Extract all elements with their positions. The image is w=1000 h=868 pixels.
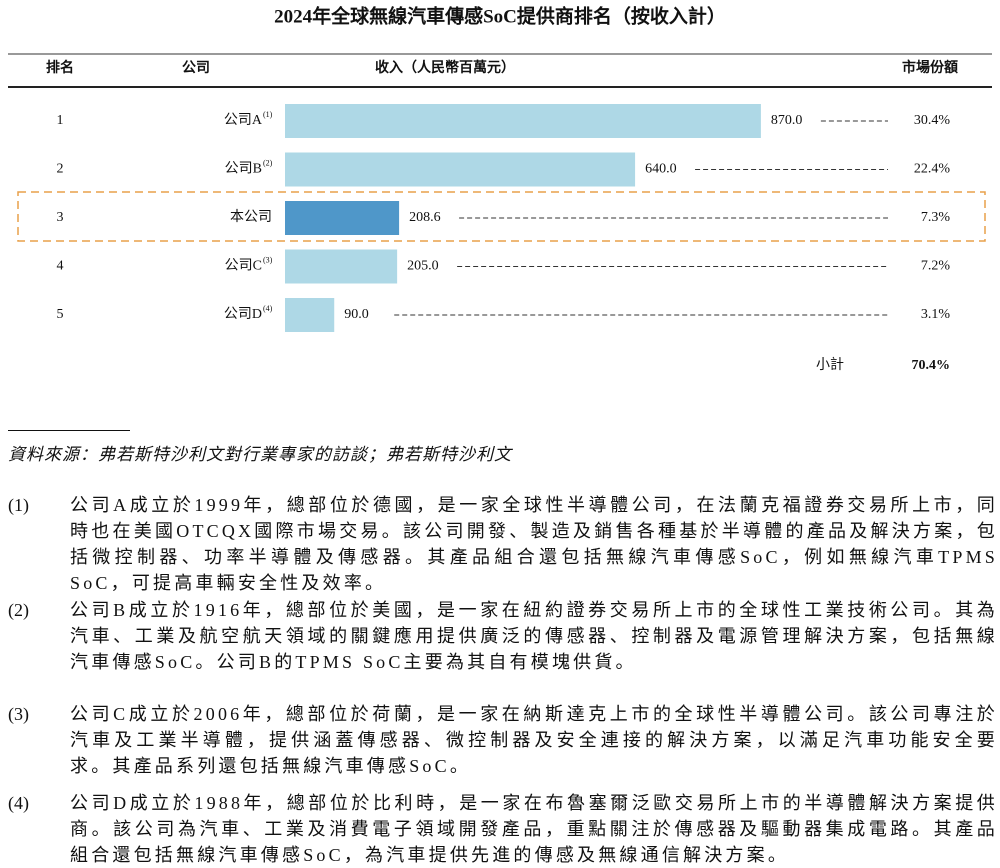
subtotal-label: 小計 bbox=[816, 357, 844, 373]
bar bbox=[285, 249, 398, 284]
value-label: 208.6 bbox=[409, 210, 441, 225]
highlight-box bbox=[17, 191, 986, 242]
footnote-ref: (3) bbox=[263, 255, 273, 264]
value-label: 640.0 bbox=[645, 162, 677, 177]
note: (1) 公司A成立於1999年，總部位於德國，是一家全球性半導體公司，在法蘭克福證… bbox=[8, 492, 998, 596]
bar bbox=[285, 298, 335, 332]
note-text: 公司A成立於1999年，總部位於德國，是一家全球性半導體公司，在法蘭克福證券交易… bbox=[70, 495, 998, 593]
note: (4) 公司D成立於1988年，總部位於比利時，是一家在布魯塞爾泛歐交易所上市的半… bbox=[8, 790, 998, 868]
rank: 1 bbox=[57, 113, 64, 128]
rank: 2 bbox=[57, 162, 64, 177]
note-marker: (2) bbox=[8, 600, 29, 620]
chart-title: 2024年全球無線汽車傳感SoC提供商排名（按收入計） bbox=[274, 4, 726, 27]
footnote-ref: (2) bbox=[263, 158, 273, 167]
source: 資料來源：弗若斯特沙利文對行業專家的訪談；弗若斯特沙利文 bbox=[8, 445, 512, 464]
chart: 2024年全球無線汽車傳感SoC提供商排名（按收入計） 排名 公司 收入（人民幣… bbox=[8, 4, 992, 373]
company: 公司C bbox=[225, 259, 262, 274]
share: 22.4% bbox=[914, 162, 951, 177]
rank: 4 bbox=[57, 259, 64, 274]
footnote-rule bbox=[8, 430, 130, 431]
company: 公司D bbox=[224, 307, 262, 322]
rank: 3 bbox=[57, 210, 64, 225]
subtotal-value: 70.4% bbox=[912, 358, 951, 373]
note-marker: (3) bbox=[8, 704, 29, 724]
note-marker: (4) bbox=[8, 793, 29, 813]
note-text: 公司B成立於1916年，總部位於美國，是一家在紐約證券交易所上市的全球性工業技術… bbox=[70, 600, 998, 672]
header: 排名 bbox=[46, 59, 74, 76]
company: 公司B bbox=[225, 162, 262, 177]
company: 公司A bbox=[224, 113, 263, 128]
header: 收入（人民幣百萬元） bbox=[375, 59, 515, 76]
company: 本公司 bbox=[230, 209, 272, 225]
share: 7.2% bbox=[921, 259, 951, 274]
footnote-ref: (1) bbox=[263, 110, 273, 119]
bar bbox=[285, 152, 636, 187]
note-marker: (1) bbox=[8, 495, 29, 515]
footnote-ref: (4) bbox=[263, 304, 273, 313]
rank: 5 bbox=[57, 307, 64, 322]
bar bbox=[285, 104, 761, 138]
header: 市場份額 bbox=[902, 59, 958, 76]
share: 3.1% bbox=[921, 307, 951, 322]
value-label: 205.0 bbox=[407, 259, 439, 274]
note: (3) 公司C成立於2006年，總部位於荷蘭，是一家在納斯達克上市的全球性半導體公… bbox=[8, 701, 998, 779]
value-label: 870.0 bbox=[771, 113, 803, 128]
note-text: 公司D成立於1988年，總部位於比利時，是一家在布魯塞爾泛歐交易所上市的半導體解… bbox=[70, 793, 998, 865]
note-text: 公司C成立於2006年，總部位於荷蘭，是一家在納斯達克上市的全球性半導體公司。該… bbox=[70, 704, 998, 776]
note: (2) 公司B成立於1916年，總部位於美國，是一家在紐約證券交易所上市的全球性工… bbox=[8, 597, 998, 675]
share: 30.4% bbox=[914, 113, 951, 128]
bar bbox=[285, 201, 400, 235]
header: 公司 bbox=[182, 60, 210, 76]
share: 7.3% bbox=[921, 210, 951, 225]
value-label: 90.0 bbox=[344, 307, 369, 322]
